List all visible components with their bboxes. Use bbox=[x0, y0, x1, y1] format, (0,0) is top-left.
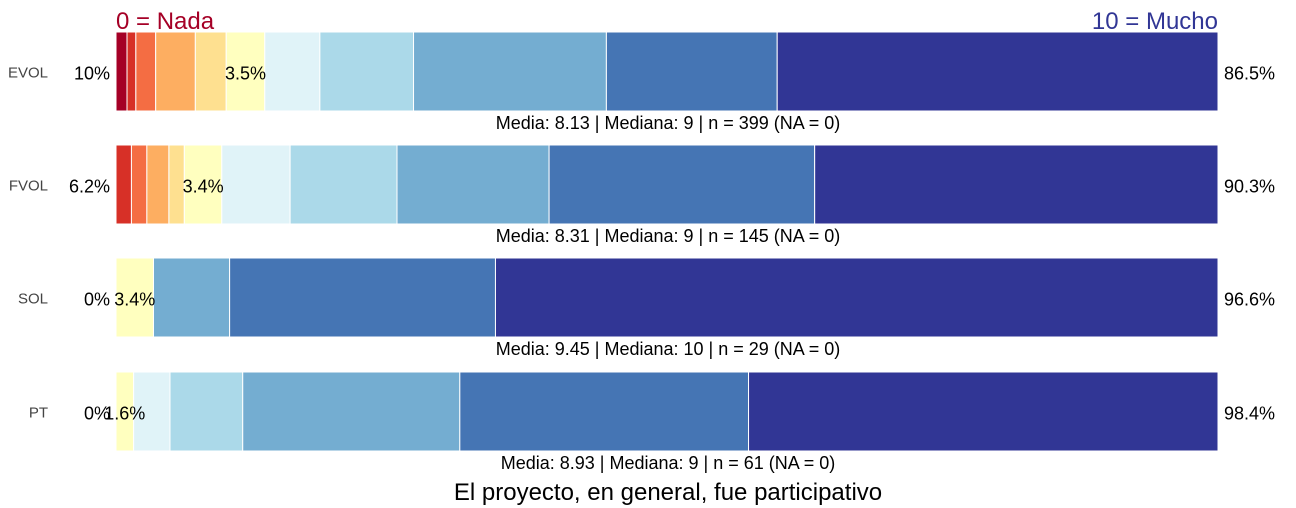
neutral-percent-evol: 3.5% bbox=[225, 64, 266, 84]
row-label-fvol: FVOL bbox=[9, 178, 48, 195]
bar-segment-fvol-1 bbox=[115, 144, 132, 225]
bar-segment-fvol-9 bbox=[548, 144, 816, 225]
bar-segment-pt-6 bbox=[133, 371, 171, 452]
summary-evol: Media: 8.13 | Mediana: 9 | n = 399 (NA =… bbox=[496, 113, 841, 133]
bar-segment-pt-8 bbox=[242, 371, 461, 452]
right-percent-sol: 96.6% bbox=[1224, 290, 1275, 310]
bar-segment-evol-8 bbox=[413, 31, 607, 112]
bar-segment-evol-6 bbox=[264, 31, 321, 112]
bar-segment-fvol-3 bbox=[146, 144, 170, 225]
right-percent-evol: 86.5% bbox=[1224, 64, 1275, 84]
left-percent-sol: 0% bbox=[84, 290, 110, 310]
bar-segment-evol-0 bbox=[115, 31, 128, 112]
bar-segment-evol-10 bbox=[776, 31, 1219, 112]
left-percent-pt: 0% bbox=[84, 404, 110, 424]
chart-rows: EVOL 10% 3.5% 86.5% Media: 8.13 | Mediana: 9… bbox=[8, 31, 1275, 473]
bar-segment-fvol-7 bbox=[289, 144, 398, 225]
bar-segment-sol-5 bbox=[115, 257, 155, 338]
row-label-pt: PT bbox=[29, 405, 48, 422]
bar-segment-fvol-2 bbox=[130, 144, 148, 225]
right-percent-fvol: 90.3% bbox=[1224, 177, 1275, 197]
summary-fvol: Media: 8.31 | Mediana: 9 | n = 145 (NA =… bbox=[496, 226, 841, 246]
bar-segment-pt-9 bbox=[459, 371, 750, 452]
row-label-evol: EVOL bbox=[8, 65, 48, 82]
bar-segment-sol-9 bbox=[229, 257, 496, 338]
neutral-percent-pt: 1.6% bbox=[104, 404, 145, 424]
scale-low-label: 0 = Nada bbox=[116, 8, 215, 35]
neutral-percent-fvol: 3.4% bbox=[183, 177, 224, 197]
bar-segment-sol-10 bbox=[494, 257, 1219, 338]
bar-segment-fvol-5 bbox=[183, 144, 223, 225]
bar-segment-evol-3 bbox=[155, 31, 196, 112]
bar-segment-sol-8 bbox=[153, 257, 231, 338]
chart-title: El proyecto, en general, fue participati… bbox=[454, 479, 882, 506]
row-label-sol: SOL bbox=[18, 291, 48, 308]
left-percent-evol: 10% bbox=[74, 64, 110, 84]
bar-segment-fvol-6 bbox=[221, 144, 291, 225]
left-percent-fvol: 6.2% bbox=[69, 177, 110, 197]
bar-segment-evol-1 bbox=[126, 31, 137, 112]
bar-segment-evol-2 bbox=[135, 31, 157, 112]
bar-segment-fvol-8 bbox=[396, 144, 550, 225]
neutral-percent-sol: 3.4% bbox=[114, 290, 155, 310]
scale-high-label: 10 = Mucho bbox=[1092, 8, 1218, 35]
bar-segment-evol-4 bbox=[194, 31, 227, 112]
bar-segment-pt-10 bbox=[748, 371, 1219, 452]
bar-segment-pt-7 bbox=[169, 371, 244, 452]
bar-segment-evol-7 bbox=[319, 31, 415, 112]
bar-segment-evol-9 bbox=[605, 31, 778, 112]
bar-segment-fvol-10 bbox=[814, 144, 1219, 225]
summary-pt: Media: 8.93 | Mediana: 9 | n = 61 (NA = … bbox=[501, 453, 836, 473]
right-percent-pt: 98.4% bbox=[1224, 404, 1275, 424]
summary-sol: Media: 9.45 | Mediana: 10 | n = 29 (NA =… bbox=[496, 339, 841, 359]
bar-segment-evol-5 bbox=[225, 31, 266, 112]
